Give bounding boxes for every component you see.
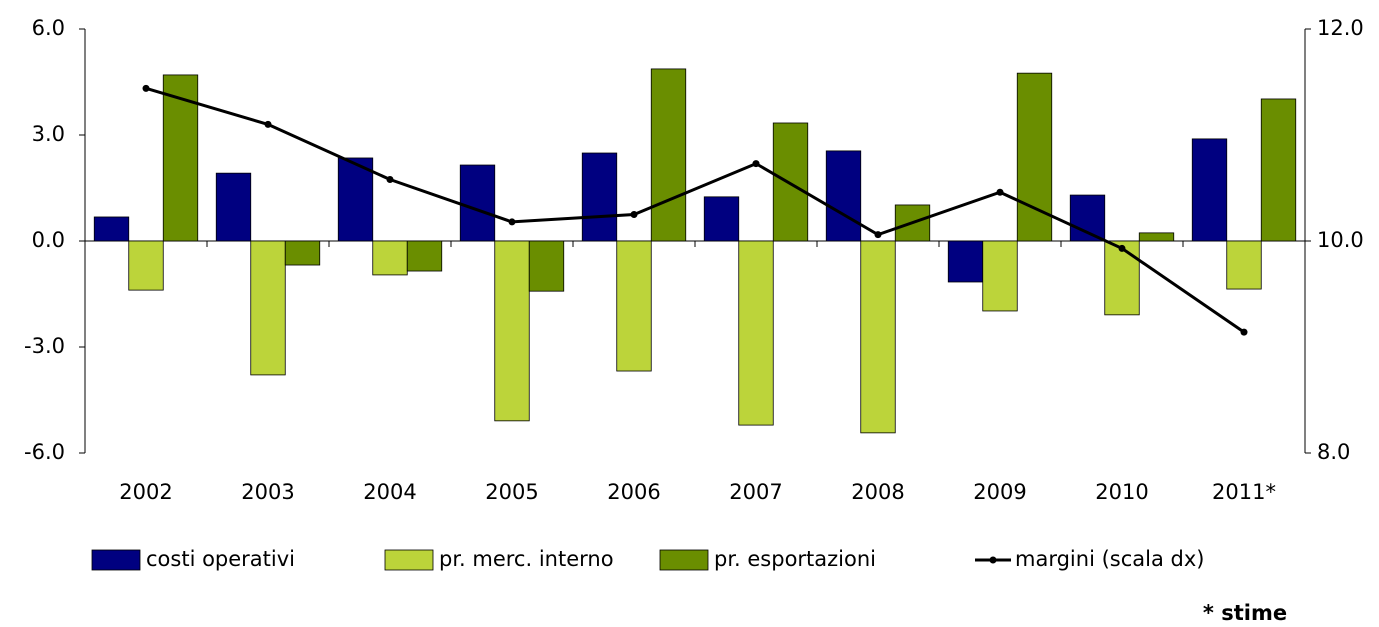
x-tick-label: 2004 xyxy=(363,480,416,504)
line-point xyxy=(996,188,1004,196)
x-tick-label: 2002 xyxy=(119,480,172,504)
x-tick-label: 2009 xyxy=(973,480,1026,504)
bar xyxy=(982,240,1018,312)
line-point xyxy=(508,218,516,226)
y2-tick-label: 10.0 xyxy=(1317,228,1364,252)
bar xyxy=(825,150,862,242)
bar xyxy=(250,240,286,376)
x-tick-label: 2010 xyxy=(1095,480,1148,504)
bar xyxy=(162,74,199,242)
bar xyxy=(738,240,774,426)
bar xyxy=(1138,232,1175,242)
bar xyxy=(284,240,321,266)
legend-swatch xyxy=(91,549,141,571)
x-tick-label: 2005 xyxy=(485,480,538,504)
bar xyxy=(1191,138,1228,242)
bar xyxy=(1016,72,1053,242)
bar xyxy=(1104,240,1140,316)
bar xyxy=(616,240,652,372)
legend-swatch-point xyxy=(989,556,997,564)
bar xyxy=(459,164,496,242)
line xyxy=(145,86,1245,334)
line-point xyxy=(874,231,882,239)
bar xyxy=(372,240,408,276)
bar xyxy=(406,240,443,272)
y-tick-label: -3.0 xyxy=(24,334,65,358)
bar xyxy=(1226,240,1262,290)
bar xyxy=(703,196,740,242)
legend-label: pr. merc. interno xyxy=(439,547,614,571)
bar xyxy=(650,68,687,242)
y-tick-label: 0.0 xyxy=(32,228,65,252)
bar xyxy=(494,240,530,422)
x-tick-label: 2007 xyxy=(729,480,782,504)
note: * stime xyxy=(1203,601,1287,625)
bar xyxy=(947,240,984,283)
y-tick-label: 3.0 xyxy=(32,122,65,146)
legend-label: pr. esportazioni xyxy=(714,547,876,571)
x-tick-label: 2003 xyxy=(241,480,294,504)
line-point xyxy=(142,84,150,92)
legend-label: margini (scala dx) xyxy=(1015,547,1204,571)
bar xyxy=(93,216,130,242)
y-tick-label: -6.0 xyxy=(24,440,65,464)
line-point xyxy=(752,160,760,168)
bar xyxy=(215,172,252,242)
y-tick-label: 6.0 xyxy=(32,16,65,40)
bar xyxy=(860,240,896,434)
line-point xyxy=(264,120,272,128)
legend-swatch xyxy=(659,549,709,571)
bar xyxy=(337,157,374,242)
bar xyxy=(581,152,618,242)
legend-label: costi operativi xyxy=(146,547,295,571)
x-tick-label: 2011* xyxy=(1212,480,1276,504)
y2-tick-label: 8.0 xyxy=(1317,440,1350,464)
x-tick-label: 2008 xyxy=(851,480,904,504)
x-tick-label: 2006 xyxy=(607,480,660,504)
line-point xyxy=(386,176,394,184)
bar xyxy=(1260,98,1297,242)
y2-tick-label: 12.0 xyxy=(1317,16,1364,40)
line-point xyxy=(1240,328,1248,336)
line-point xyxy=(1118,244,1126,252)
legend-swatch xyxy=(384,549,434,571)
bar xyxy=(128,240,164,291)
bar xyxy=(528,240,565,292)
line-point xyxy=(630,211,638,218)
